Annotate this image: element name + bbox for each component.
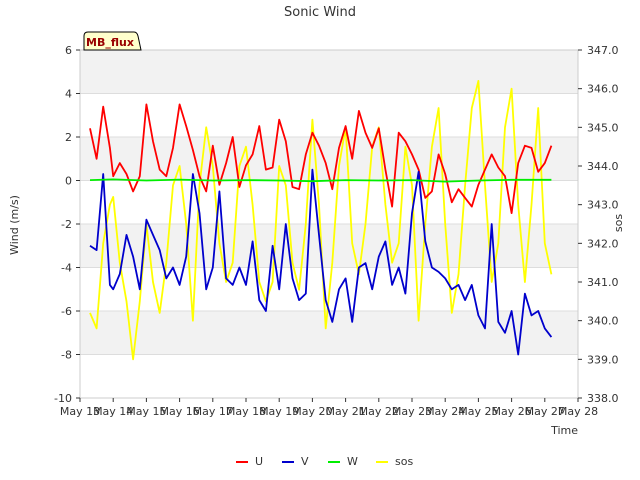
x-tick-label: May 20 — [292, 405, 332, 418]
chart-title: Sonic Wind — [284, 5, 356, 20]
y-axis-label: Wind (m/s) — [8, 195, 21, 255]
y-tick-label: -4 — [61, 262, 72, 275]
x-tick-label: May 19 — [259, 405, 299, 418]
y2-tick-label: 345.0 — [587, 121, 619, 134]
series-lines — [89, 80, 553, 361]
x-tick-label: May 18 — [226, 405, 266, 418]
x-tick-label: May 13 — [60, 405, 100, 418]
legend-label-v: V — [301, 455, 309, 468]
y2-tick-label: 347.0 — [587, 44, 619, 57]
x-tick-label: May 21 — [325, 405, 365, 418]
y-tick-label: 0 — [65, 175, 72, 188]
x-tick-label: May 17 — [193, 405, 233, 418]
series-line-sos — [89, 80, 553, 361]
x-tick-label: May 27 — [525, 405, 565, 418]
y-tick-label: 4 — [65, 88, 72, 101]
x-tick-label: May 22 — [359, 405, 399, 418]
y-axis-left: -10 -8 -6 -4 -2 0 2 4 6 — [54, 44, 80, 405]
y2-tick-label: 346.0 — [587, 83, 619, 96]
y-tick-label: -10 — [54, 392, 72, 405]
x-tick-label: May 28 — [558, 405, 598, 418]
y-tick-label: -2 — [61, 218, 72, 231]
y-tick-label: -6 — [61, 305, 72, 318]
y2-tick-label: 343.0 — [587, 199, 619, 212]
x-tick-label: May 23 — [392, 405, 432, 418]
series-line-v — [89, 168, 553, 356]
y2-tick-label: 342.0 — [587, 237, 619, 250]
y2-tick-label: 338.0 — [587, 392, 619, 405]
x-axis-label: Time — [550, 424, 578, 437]
y2-axis-label: sos — [612, 214, 625, 232]
site-badge-label: MB_flux — [86, 36, 134, 49]
legend-label-sos: sos — [395, 455, 413, 468]
band — [80, 50, 578, 94]
legend-label-w: W — [347, 455, 358, 468]
site-badge: MB_flux — [83, 31, 142, 51]
y2-tick-label: 341.0 — [587, 276, 619, 289]
y2-tick-label: 344.0 — [587, 160, 619, 173]
x-tick-label: May 15 — [126, 405, 166, 418]
x-tick-label: May 26 — [491, 405, 531, 418]
y2-tick-label: 340.0 — [587, 315, 619, 328]
y2-tick-label: 339.0 — [587, 353, 619, 366]
series-line-u — [89, 103, 553, 215]
y-tick-label: 6 — [65, 44, 72, 57]
x-tick-label: May 24 — [425, 405, 465, 418]
x-tick-label: May 14 — [93, 405, 133, 418]
legend-label-u: U — [255, 455, 263, 468]
series-line-w — [89, 178, 552, 183]
x-tick-label: May 25 — [458, 405, 498, 418]
band — [80, 224, 578, 268]
band — [80, 311, 578, 355]
y-tick-label: 2 — [65, 131, 72, 144]
y-tick-label: -8 — [61, 349, 72, 362]
y-axis-right: 338.0 339.0 340.0 341.0 342.0 343.0 344.0 345.0… — [578, 44, 619, 405]
x-tick-label: May 16 — [159, 405, 199, 418]
